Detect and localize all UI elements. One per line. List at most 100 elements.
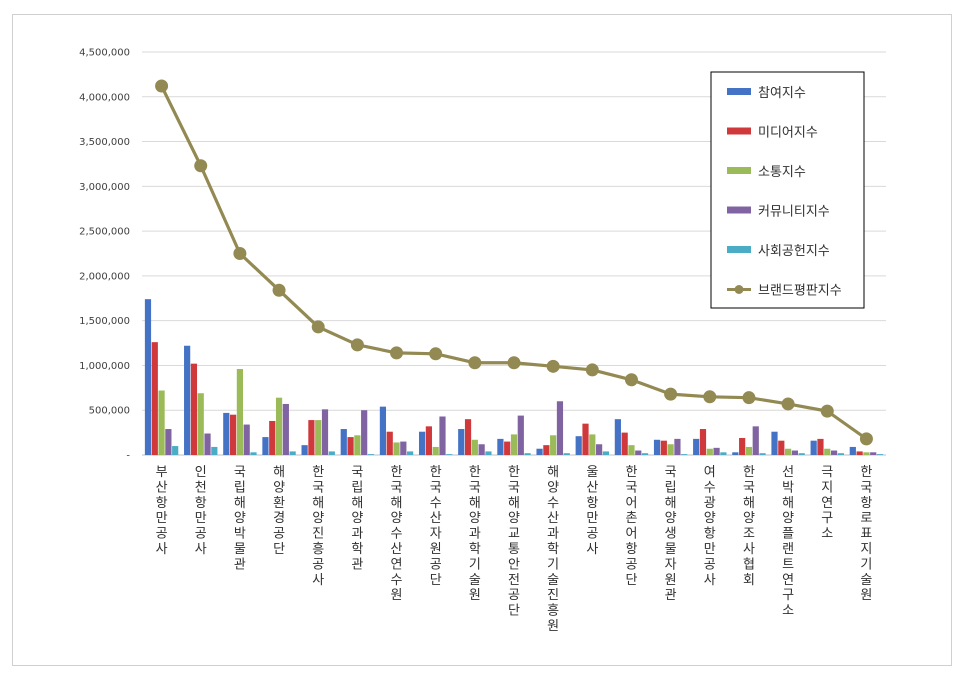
bar-커뮤니티지수 [361,410,368,455]
line-point [703,390,717,404]
legend-label: 소통지수 [758,165,806,180]
bar-소통지수 [432,446,439,455]
bar-소통지수 [354,435,361,455]
legend-label: 커뮤니티지수 [758,205,830,220]
bar-커뮤니티지수 [674,438,681,455]
bar-사회공헌지수 [250,452,257,455]
line-point [664,387,678,401]
bar-참여지수 [653,439,661,455]
bar-series [144,299,884,455]
legend-label: 브랜드평판지수 [758,284,842,299]
bar-사회공헌지수 [328,451,335,455]
bar-커뮤니티지수 [165,429,172,455]
bar-소통지수 [824,448,831,455]
bar-참여지수 [184,345,191,455]
bar-미디어지수 [386,431,393,455]
legend-label: 참여지수 [758,86,806,101]
y-tick-label: 4,500,000 [79,48,130,59]
bar-참여지수 [732,452,739,455]
bar-사회공헌지수 [211,446,218,455]
bar-사회공헌지수 [289,451,296,455]
bar-참여지수 [458,429,465,455]
legend-swatch [727,167,751,174]
line-point [742,391,756,405]
bar-참여지수 [575,436,582,455]
y-tick-label: 3,500,000 [79,137,130,148]
bar-소통지수 [315,420,322,455]
y-tick-label: 2,000,000 [79,271,130,282]
bar-미디어지수 [621,432,628,455]
bar-커뮤니티지수 [282,403,289,455]
bar-커뮤니티지수 [439,416,446,455]
bar-참여지수 [693,438,700,455]
bar-미디어지수 [778,440,785,455]
legend-swatch [727,246,751,253]
bar-소통지수 [745,446,753,455]
bar-소통지수 [158,390,165,455]
y-tick-label: 500,000 [89,406,130,417]
bar-사회공헌지수 [407,451,414,455]
bar-사회공헌지수 [172,446,179,455]
bar-사회공헌지수 [524,453,531,455]
bar-미디어지수 [699,429,707,455]
y-axis: - 500,000 1,000,000 1,500,000 2,000,000 2,500… [79,48,130,462]
bar-미디어지수 [817,438,824,455]
bar-사회공헌지수 [759,453,766,455]
bar-소통지수 [510,434,518,455]
bar-참여지수 [536,448,543,455]
line-point [155,79,169,93]
bar-참여지수 [810,440,817,455]
legend-swatch [727,88,751,95]
bar-사회공헌지수 [641,453,649,455]
bar-사회공헌지수 [367,454,375,455]
bar-미디어지수 [464,419,472,455]
bar-커뮤니티지수 [791,450,799,455]
bar-사회공헌지수 [602,451,610,455]
y-tick-label: - [126,451,130,462]
bar-사회공헌지수 [485,451,492,455]
line-point [781,397,795,411]
bar-소통지수 [863,452,870,455]
bar-커뮤니티지수 [204,433,211,455]
legend-label: 미디어지수 [758,126,818,141]
bar-사회공헌지수 [876,454,884,455]
bar-참여지수 [262,437,269,455]
line-point [546,359,560,373]
bar-소통지수 [393,442,400,455]
line-point [624,373,638,387]
y-tick-label: 3,000,000 [79,182,130,193]
bar-미디어지수 [347,437,354,455]
bar-사회공헌지수 [720,452,727,455]
legend-marker [734,285,744,294]
bar-미디어지수 [582,423,589,455]
bar-참여지수 [223,412,230,455]
line-point [507,356,521,370]
line-point [194,159,208,173]
bar-참여지수 [497,438,504,455]
bar-미디어지수 [269,420,276,455]
y-tick-label: 1,000,000 [79,361,130,372]
legend-box [710,71,865,309]
bar-참여지수 [340,429,347,455]
bar-참여지수 [771,431,778,455]
bar-참여지수 [418,431,426,455]
bar-커뮤니티지수 [752,426,759,455]
bar-미디어지수 [739,437,746,455]
bar-소통지수 [550,435,557,455]
bar-커뮤니티지수 [556,401,564,455]
bar-참여지수 [379,406,387,455]
bar-사회공헌지수 [681,454,688,455]
bar-미디어지수 [660,440,667,455]
bar-커뮤니티지수 [478,444,485,455]
bar-커뮤니티지수 [596,444,603,455]
